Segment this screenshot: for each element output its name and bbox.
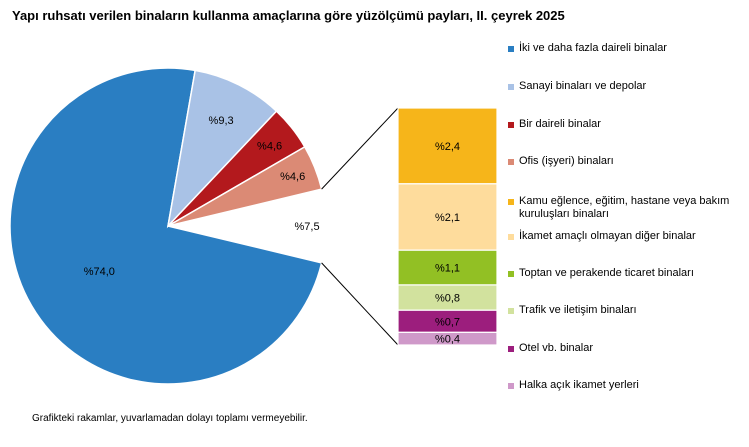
legend-swatch — [508, 308, 514, 314]
legend-item-toptan-ve-perakende-ticaret-binalari: Toptan ve perakende ticaret binaları — [508, 267, 744, 280]
legend-swatch — [508, 346, 514, 352]
pie-slice-sanayi-binalari-ve-depolar — [166, 69, 278, 229]
connector-line-bottom — [321, 262, 399, 346]
legend-label: Halka açık ikamet yerleri — [519, 379, 639, 391]
legend-label: Trafik ve iletişim binaları — [519, 304, 637, 316]
connector-line-top — [321, 107, 399, 190]
connector-lines — [321, 107, 399, 346]
bar-label-halka-acik-ikamet-yerleri: %0,4 — [435, 334, 460, 346]
legend-label: Otel vb. binalar — [519, 342, 593, 354]
legend-item-i-kamet-amacli-olmayan-diger-binalar: İkamet amaçlı olmayan diğer binalar — [508, 230, 744, 243]
pie-slice-i-ki-ve-daha-fazla-daireli-binalar — [9, 67, 323, 385]
legend-swatch — [508, 84, 514, 90]
legend-label: Kamu eğlence, eğitim, hastane veya bakım… — [519, 195, 730, 220]
legend-label: Ofis (işyeri) binaları — [519, 155, 614, 167]
legend-item-sanayi-binalari-ve-depolar: Sanayi binaları ve depolar — [508, 80, 744, 93]
bar-label-trafik-ve-iletisim-binalari: %0,8 — [435, 293, 460, 305]
bar-segment-halka-acik-ikamet-yerleri — [397, 331, 498, 346]
legend-label: Sanayi binaları ve depolar — [519, 80, 647, 92]
legend-label: Bir daireli binalar — [519, 118, 601, 130]
pie-labels: %74,0 %9,3 %4,6 %4,6 %7,5 — [84, 115, 320, 278]
pie-label-ofis-isyeri-binalari: %4,6 — [280, 171, 305, 183]
bar-segment-i-kamet-amacli-olmayan-diger-binalar — [397, 183, 498, 251]
bar-label-i-kamet-amacli-olmayan-diger-binalar: %2,1 — [435, 212, 460, 224]
legend-item-bir-daireli-binalar: Bir daireli binalar — [508, 118, 744, 131]
legend-item-kamu-eglence-egitim-hastane-veya-bakim-kuruluslari-binalari: Kamu eğlence, eğitim, hastane veya bakım… — [508, 195, 744, 221]
breakdown-bar — [397, 107, 498, 346]
legend-item-ofis-isyeri-binalari: Ofis (işyeri) binaları — [508, 155, 744, 168]
legend-swatch — [508, 271, 514, 277]
legend-swatch — [508, 383, 514, 389]
pie-label-other: %7,5 — [295, 221, 320, 233]
legend-swatch — [508, 122, 514, 128]
pie-slices — [9, 67, 323, 385]
pie-label-sanayi-binalari-ve-depolar: %9,3 — [209, 115, 234, 127]
legend-swatch — [508, 159, 514, 165]
legend-swatch — [508, 234, 514, 240]
legend-item-i-ki-ve-daha-fazla-daireli-binalar: İki ve daha fazla daireli binalar — [508, 42, 744, 55]
bar-segment-kamu-eglence-egitim-hastane-veya-bakim-kuruluslari-binalari — [397, 107, 498, 185]
pie-label-bir-daireli-binalar: %4,6 — [257, 141, 282, 153]
breakdown-bar-labels: %2,4 %2,1 %1,1 %0,8 %0,7 %0,4 — [435, 141, 460, 346]
legend-item-trafik-ve-iletisim-binalari: Trafik ve iletişim binaları — [508, 304, 744, 317]
legend-label: İki ve daha fazla daireli binalar — [519, 42, 667, 54]
legend-item-otel-vb-binalar: Otel vb. binalar — [508, 342, 744, 355]
footnote: Grafikteki rakamlar, yuvarlamadan dolayı… — [32, 413, 308, 424]
legend-label: İkamet amaçlı olmayan diğer binalar — [519, 230, 696, 242]
legend-swatch — [508, 46, 514, 52]
legend-item-halka-acik-ikamet-yerleri: Halka açık ikamet yerleri — [508, 379, 744, 392]
bar-label-toptan-ve-perakende-ticaret-binalari: %1,1 — [435, 263, 460, 275]
bar-label-otel-vb-binalar: %0,7 — [435, 316, 460, 328]
pie-label-i-ki-ve-daha-fazla-daireli-binalar: %74,0 — [84, 266, 115, 278]
bar-label-kamu-eglence-egitim-hastane-veya-bakim-kuruluslari-binalari: %2,4 — [435, 141, 460, 153]
chart-title: Yapı ruhsatı verilen binaların kullanma … — [12, 8, 565, 23]
legend-label: Toptan ve perakende ticaret binaları — [519, 267, 694, 279]
legend-swatch — [508, 199, 514, 205]
